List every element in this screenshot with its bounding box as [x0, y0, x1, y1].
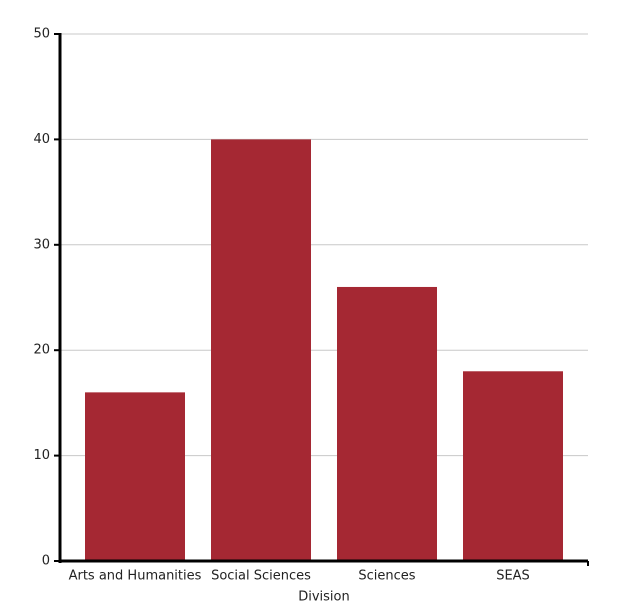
x-tick-label: Arts and Humanities [69, 569, 202, 584]
bar [337, 286, 437, 561]
x-tick-label: SEAS [496, 569, 530, 584]
y-tick-label: 10 [33, 448, 50, 463]
bar [463, 371, 563, 561]
y-tick-label: 40 [33, 132, 50, 147]
x-tick-label: Sciences [358, 569, 415, 584]
x-axis-label: Division [298, 590, 350, 605]
y-tick-label: 50 [33, 27, 50, 42]
y-tick-label: 20 [33, 343, 50, 358]
x-tick-label: Social Sciences [211, 569, 311, 584]
y-tick-label: 30 [33, 237, 50, 252]
bar [211, 139, 311, 561]
y-tick-label: 0 [42, 554, 50, 569]
bar [85, 392, 185, 561]
